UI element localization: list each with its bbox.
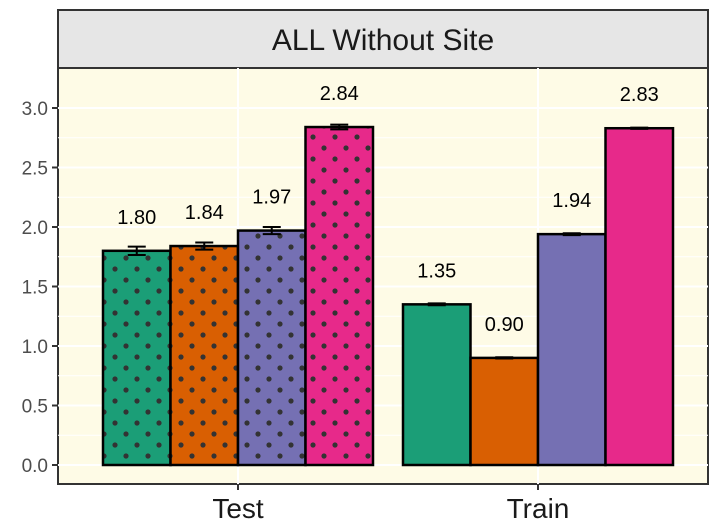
y-tick-label: 2.5 <box>22 159 48 180</box>
bar-pattern <box>103 250 171 465</box>
data-label: 1.35 <box>417 260 456 282</box>
x-axis: Test Train <box>212 484 569 523</box>
y-tick-label: 2.0 <box>22 218 48 239</box>
data-label: 2.83 <box>620 84 659 106</box>
y-tick-label: 0.0 <box>22 456 48 477</box>
facet-strip-title: ALL Without Site <box>272 24 494 57</box>
facet-strip <box>57 9 709 69</box>
data-labels-group: 1.80 1.84 1.97 2.84 1.35 0.90 1.94 2.83 <box>117 83 658 336</box>
data-label: 0.90 <box>485 314 524 336</box>
bar <box>538 234 606 465</box>
bar-pattern <box>305 127 373 465</box>
y-tick-label: 1.5 <box>22 278 48 299</box>
data-label: 1.94 <box>552 190 591 212</box>
y-axis: 0.0 0.5 1.0 1.5 2.0 2.5 3.0 <box>22 99 58 477</box>
data-label: 1.84 <box>185 202 224 224</box>
bar <box>470 357 538 465</box>
y-tick-label: 3.0 <box>22 99 48 120</box>
data-label: 1.80 <box>117 207 156 229</box>
y-tick-label: 0.5 <box>22 397 48 418</box>
x-tick-label: Test <box>212 493 264 523</box>
bar-pattern <box>238 230 306 465</box>
data-label: 1.97 <box>252 187 291 209</box>
y-tick-label: 1.0 <box>22 337 48 358</box>
bar-pattern <box>170 246 238 465</box>
x-tick-label: Train <box>507 493 570 523</box>
bar <box>403 304 471 465</box>
bars-group <box>101 123 675 467</box>
data-label: 2.84 <box>320 83 359 105</box>
bar <box>605 128 673 466</box>
